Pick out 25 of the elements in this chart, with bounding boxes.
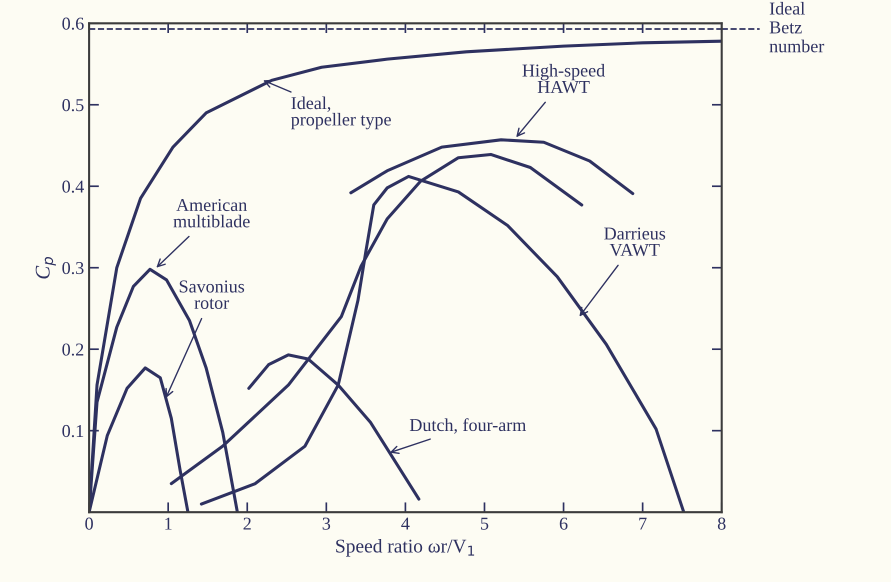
y-tick-label: 0.2 — [62, 343, 84, 356]
x-axis-title: Speed ratio ωr/V$_{1}$ — [336, 538, 474, 557]
x-tick-label: 8 — [718, 518, 726, 530]
y-axis-title: C$_{p}$ — [36, 257, 56, 279]
annotation: Darrieus VAWT — [604, 227, 666, 256]
annotation: Savonius rotor — [180, 280, 244, 309]
annotation: High-speed HAWT — [522, 64, 605, 94]
x-tick-label: 2 — [244, 518, 251, 530]
y-tick-label: 0.3 — [62, 262, 84, 274]
y-tick-label: 0.5 — [62, 99, 84, 112]
y-tick-label: 0.6 — [62, 18, 84, 30]
annotation: American multiblade — [173, 198, 250, 228]
x-tick-label: 3 — [322, 518, 330, 530]
ref-line-label: Ideal Betz number — [770, 2, 824, 52]
y-tick-label: 0.1 — [62, 424, 84, 438]
x-tick-label: 4 — [401, 518, 410, 530]
x-tick-label: 0 — [85, 518, 93, 530]
line-series — [349, 138, 634, 196]
x-tick-label: 6 — [560, 518, 568, 530]
x-tick-label: 1 — [165, 518, 172, 530]
x-tick-label: 5 — [481, 518, 488, 530]
x-tick-label: 7 — [639, 518, 647, 530]
annotation: Dutch, four-arm — [410, 418, 526, 434]
y-tick-label: 0.4 — [62, 180, 84, 193]
annotation: Ideal, propeller type — [291, 96, 391, 130]
